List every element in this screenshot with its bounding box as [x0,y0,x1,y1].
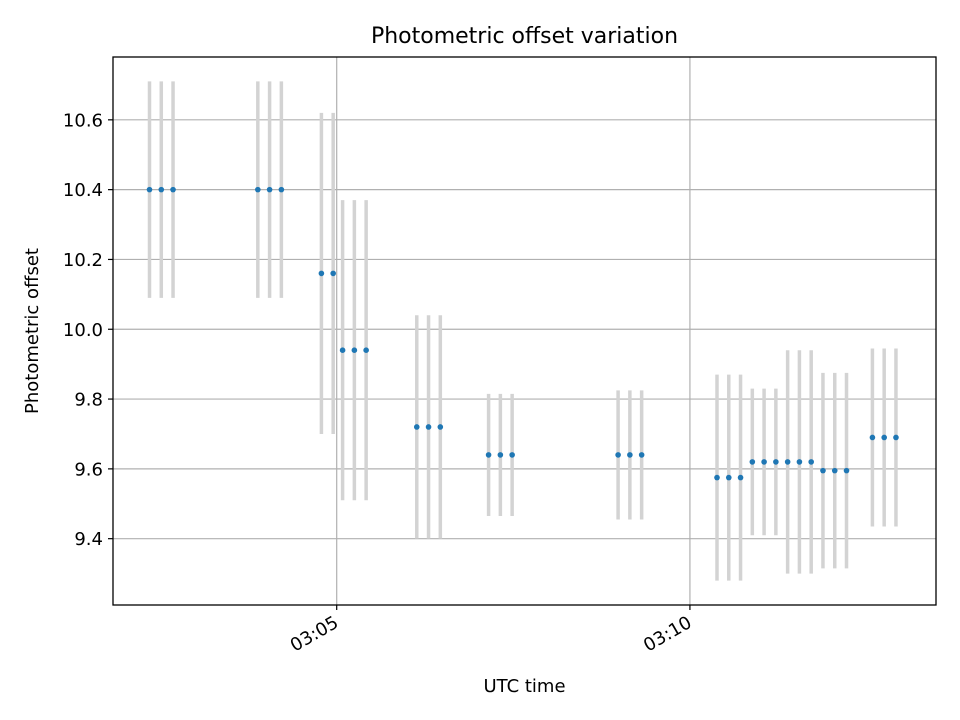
data-point [278,186,285,193]
data-point [146,186,153,193]
data-point [843,467,850,474]
data-point [714,474,720,481]
y-tick-label: 10.6 [63,110,103,131]
data-point [820,467,826,474]
data-point [485,452,492,458]
data-point [266,186,273,193]
data-point [831,467,838,474]
y-axis-label: Photometric offset [22,248,43,414]
x-axis-label: UTC time [483,676,565,697]
data-point [784,459,791,465]
data-point [881,434,887,441]
y-tick-label: 9.4 [74,529,103,550]
data-point [437,424,444,430]
data-point [170,186,176,193]
data-point [615,452,621,458]
y-tick-label: 10.4 [63,180,103,201]
data-point [318,270,325,277]
data-point [638,452,645,458]
data-point [893,434,899,441]
data-point [363,347,369,353]
data-point [808,459,814,465]
data-point [509,452,515,458]
data-point [796,459,803,465]
chart-title: Photometric offset variation [371,24,678,49]
data-point [330,270,336,277]
data-point [761,459,767,465]
y-axis-ticks: 9.4 9.6 9.8 10.0 10.2 10.4 10.6 [63,110,113,550]
data-point [737,474,744,481]
data-point [627,452,633,458]
y-tick-label: 9.6 [74,459,103,480]
data-point [749,459,756,465]
y-tick-label: 10.2 [63,250,103,271]
data-point [869,434,876,441]
plot-frame [112,56,937,606]
data-point [425,424,432,430]
data-point [351,347,358,353]
data-point [497,452,504,458]
data-point [773,459,779,465]
y-tick-label: 10.0 [63,320,103,341]
data-point [413,424,420,430]
data-point [339,347,346,353]
data-point [725,474,732,481]
grid-lines [113,57,936,605]
data-markers [146,186,899,481]
data-point [158,186,165,193]
data-point [255,186,261,193]
y-tick-label: 9.8 [74,390,103,411]
